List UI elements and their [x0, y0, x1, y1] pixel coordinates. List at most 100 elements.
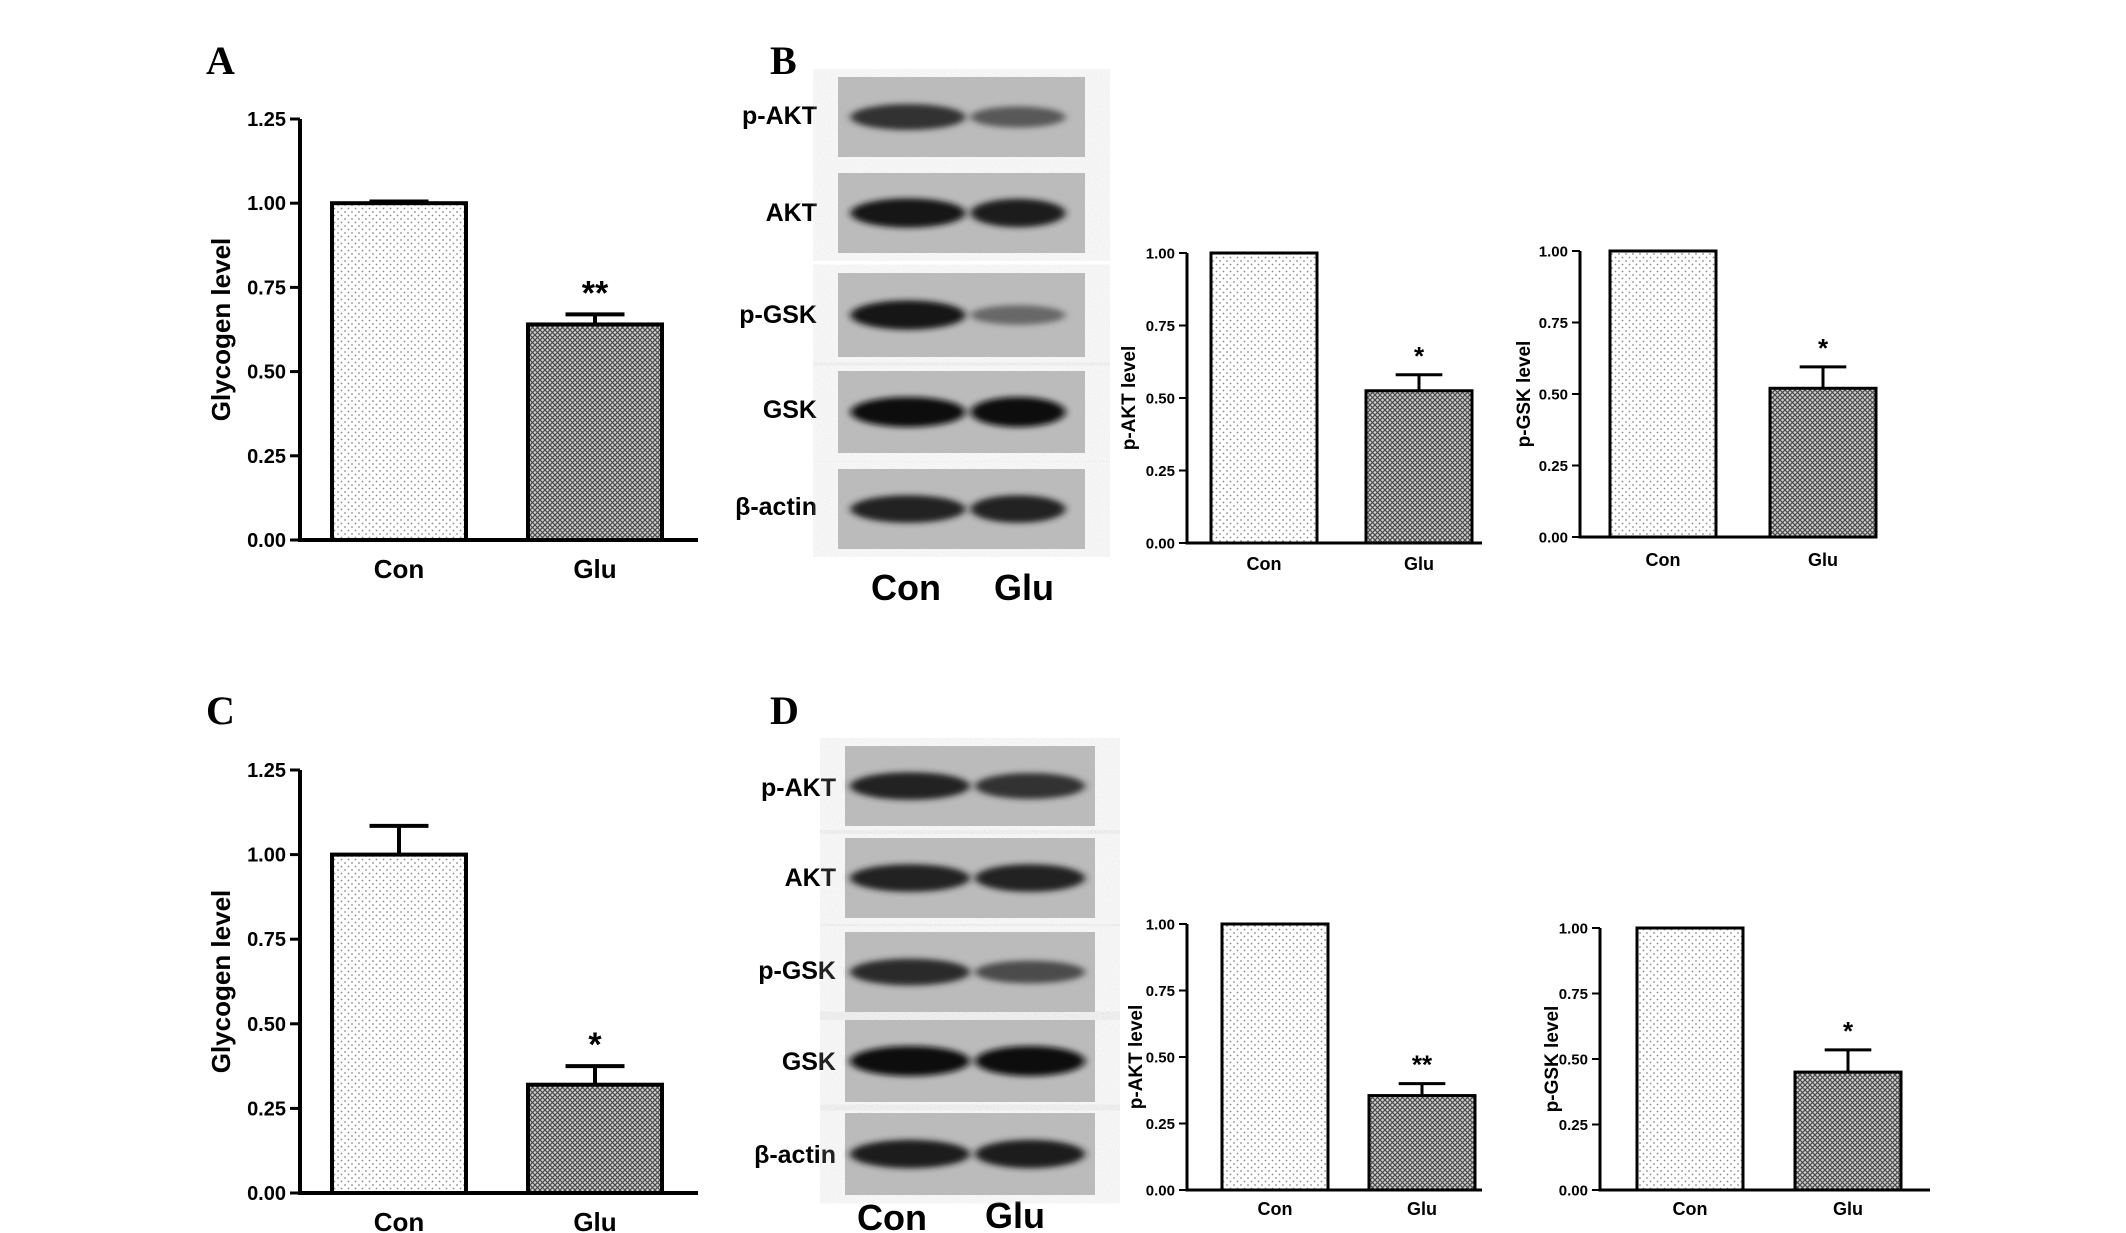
chart-a-0-tick-label-1: 0.25 — [247, 446, 286, 468]
blot-b-label-beta-actin: β-actin — [735, 493, 817, 521]
chart-d-4-tick-label-0: 0.00 — [1146, 1182, 1175, 1199]
chart-c-3-category-con: Con — [374, 1207, 425, 1233]
blot-d-label-p-gsk: p-GSK — [758, 957, 836, 985]
chart-b-2-bar-con — [1608, 249, 1718, 539]
chart-b-2-category-glu: Glu — [1808, 550, 1838, 570]
blot-b-strip-1-band-glu — [970, 198, 1066, 228]
western-blot-b: p-AKT AKT p-GSK GSK β-actin Con Glu — [735, 77, 1085, 608]
chart-b-1-bar-con — [1209, 251, 1319, 545]
blot-b-strip-1-band-con — [850, 198, 966, 228]
chart-d-5-category-con: Con — [1673, 1199, 1708, 1219]
chart-c-3-tick-label-1: 0.25 — [247, 1098, 286, 1120]
blot-b-label-p-akt: p-AKT — [742, 102, 817, 130]
chart-a-0-tick-label-3: 0.75 — [247, 277, 286, 299]
chart-a-0-y-label: Glycogen level — [206, 238, 236, 422]
chart-d-4-category-glu: Glu — [1407, 1199, 1437, 1219]
blot-b-strip-0-band-con — [850, 104, 966, 130]
blot-d-strip-3-band-con — [850, 1046, 970, 1076]
chart-c-3-y-label: Glycogen level — [206, 890, 236, 1074]
chart-d-4-category-con: Con — [1258, 1199, 1293, 1219]
blot-b-strip-0-band-glu — [970, 106, 1066, 128]
chart-a-0-category-glu: Glu — [573, 554, 616, 584]
chart-a-0-tick-label-4: 1.00 — [247, 193, 286, 215]
blot-b-lane-glu: Glu — [994, 567, 1054, 608]
chart-d-4-bar-con — [1220, 922, 1330, 1192]
blot-b-strip-3-band-con — [850, 397, 966, 427]
chart-b-1-tick-label-0: 0.00 — [1146, 535, 1175, 552]
chart-b-1-tick-label-3: 0.75 — [1146, 318, 1175, 335]
chart-d-5-y-label: p-GSK level — [1542, 1006, 1563, 1113]
chart-a-0-tick-label-5: 1.25 — [247, 109, 286, 131]
blot-d-strip-1-band-glu — [975, 864, 1085, 892]
chart-a-0-tick-label-2: 0.50 — [247, 362, 286, 384]
blot-d-strip-4-band-glu — [975, 1139, 1085, 1169]
chart-a-0: Con ** Glu 0.00 0.25 0.50 0.75 1.00 1.25 Glycogen… — [206, 109, 698, 584]
chart-b-1-bar-glu — [1364, 389, 1474, 545]
chart-c-3-bar-glu — [526, 1082, 664, 1196]
blot-b-strip-3-band-glu — [970, 397, 1066, 427]
western-blot-d: p-AKT AKT p-GSK GSK β-actin Con Glu — [754, 746, 1095, 1233]
blot-b-strip-4-band-glu — [970, 495, 1066, 523]
chart-b-2-significance-glu: * — [1818, 333, 1829, 363]
charts-layer: Con**Glu0.000.250.500.751.001.25Glycogen… — [206, 109, 1930, 1233]
blot-d-strip-1-band-con — [850, 864, 970, 892]
chart-b-1-category-glu: Glu — [1404, 554, 1434, 574]
blot-d-lane-con: Con — [857, 1197, 927, 1233]
blot-b-strip-2-band-con — [850, 300, 966, 330]
chart-b-2: Con * Glu 0.00 0.25 0.50 0.75 1.00 p-GSK level — [1514, 243, 1878, 570]
chart-a-0-category-con: Con — [374, 554, 425, 584]
chart-d-4-tick-label-4: 1.00 — [1146, 916, 1175, 933]
chart-c-3-tick-label-5: 1.25 — [247, 760, 286, 782]
chart-b-1: Con * Glu 0.00 0.25 0.50 0.75 1.00 p-AKT level — [1119, 245, 1482, 574]
chart-d-5-bar-con — [1635, 926, 1745, 1192]
chart-b-2-tick-label-2: 0.50 — [1539, 386, 1568, 403]
blot-b-label-gsk: GSK — [763, 396, 817, 424]
chart-c-3-tick-label-4: 1.00 — [247, 845, 286, 867]
chart-b-1-significance-glu: * — [1414, 341, 1425, 371]
blot-d-strip-2-band-con — [850, 958, 970, 986]
chart-d-4-tick-label-1: 0.25 — [1146, 1116, 1175, 1133]
blot-d-strip-4-band-con — [850, 1139, 970, 1169]
chart-a-0-significance-glu: ** — [582, 274, 609, 312]
chart-b-2-y-label: p-GSK level — [1514, 341, 1535, 448]
chart-d-5-tick-label-2: 0.50 — [1559, 1051, 1588, 1068]
chart-b-2-tick-label-3: 0.75 — [1539, 315, 1568, 332]
chart-b-1-tick-label-1: 0.25 — [1146, 463, 1175, 480]
blot-d-strip-0-band-con — [850, 772, 970, 800]
blot-d-label-gsk: GSK — [782, 1048, 836, 1076]
chart-d-4-bar-glu — [1367, 1094, 1477, 1192]
chart-d-5-significance-glu: * — [1843, 1016, 1854, 1046]
chart-c-3-significance-glu: * — [588, 1026, 602, 1064]
blot-d-strip-3-band-glu — [975, 1046, 1085, 1076]
blot-d-label-akt: AKT — [785, 864, 836, 892]
chart-d-5-tick-label-4: 1.00 — [1559, 920, 1588, 937]
chart-c-3-tick-label-3: 0.75 — [247, 929, 286, 951]
chart-d-4-tick-label-3: 0.75 — [1146, 983, 1175, 1000]
chart-b-2-category-con: Con — [1646, 550, 1681, 570]
blot-d-label-beta-actin: β-actin — [754, 1141, 836, 1169]
chart-b-2-tick-label-1: 0.25 — [1539, 458, 1568, 475]
chart-d-5-tick-label-0: 0.00 — [1559, 1182, 1588, 1199]
chart-d-5: Con * Glu 0.00 0.25 0.50 0.75 1.00 p-GSK level — [1542, 920, 1930, 1219]
chart-d-4: Con ** Glu 0.00 0.25 0.50 0.75 1.00 p-AKT level — [1126, 916, 1482, 1219]
panel-letter-a: A — [206, 38, 235, 83]
blot-b-label-p-gsk: p-GSK — [739, 301, 817, 329]
chart-b-1-tick-label-2: 0.50 — [1146, 390, 1175, 407]
chart-a-0-tick-label-0: 0.00 — [247, 530, 286, 552]
chart-c-3-category-glu: Glu — [573, 1207, 616, 1233]
chart-c-3-tick-label-0: 0.00 — [247, 1183, 286, 1205]
chart-b-1-category-con: Con — [1247, 554, 1282, 574]
chart-b-1-tick-label-4: 1.00 — [1146, 245, 1175, 262]
blot-b-strip-2-band-glu — [970, 305, 1066, 325]
chart-c-3-bar-con — [330, 852, 468, 1195]
chart-c-3-tick-label-2: 0.50 — [247, 1014, 286, 1036]
blot-b-label-akt: AKT — [766, 199, 817, 227]
chart-c-3: Con * Glu 0.00 0.25 0.50 0.75 1.00 1.25 Glycogen … — [206, 760, 698, 1233]
chart-d-4-tick-label-2: 0.50 — [1146, 1049, 1175, 1066]
blot-b-lane-con: Con — [871, 567, 941, 608]
panel-letter-d: D — [770, 688, 799, 733]
blot-d-strip-2-band-glu — [975, 960, 1085, 984]
chart-a-0-bar-glu — [526, 322, 664, 542]
chart-d-4-significance-glu: ** — [1412, 1050, 1433, 1080]
